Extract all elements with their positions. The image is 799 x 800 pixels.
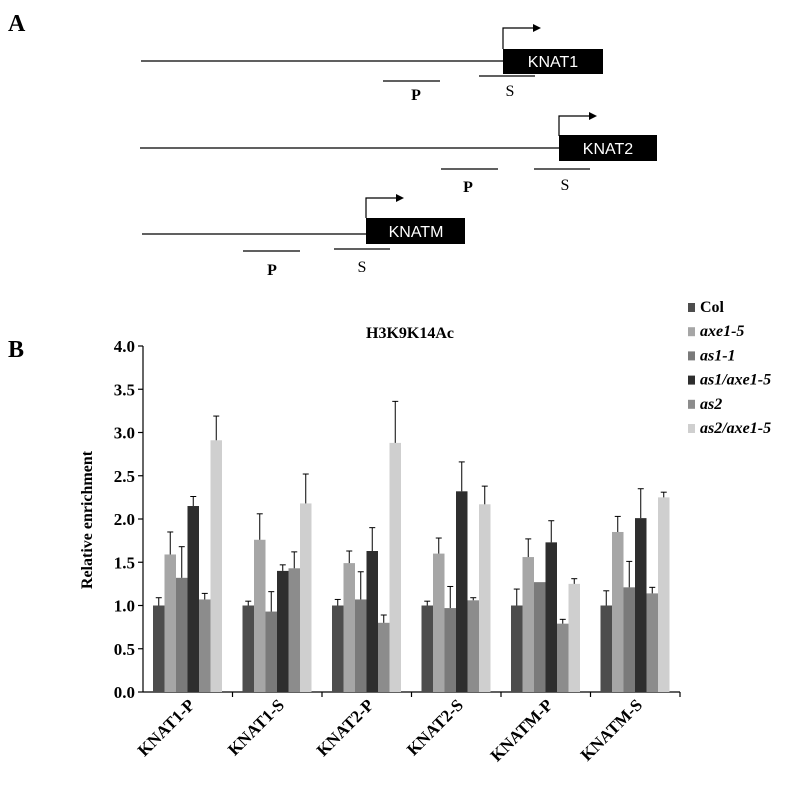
legend-swatch — [688, 424, 695, 433]
bar — [522, 557, 534, 692]
gene-diagram-knat2: KNAT2 P S — [140, 112, 657, 196]
y-tick-label: 1.0 — [114, 597, 135, 616]
bar — [378, 622, 390, 692]
bar — [164, 554, 176, 692]
legend-label: axe1-5 — [700, 323, 744, 340]
bar — [265, 611, 277, 692]
bar — [433, 553, 445, 692]
bar — [511, 605, 523, 692]
bar — [254, 539, 266, 692]
bar — [277, 570, 289, 692]
bar — [557, 623, 569, 692]
y-tick-label: 0.5 — [114, 640, 135, 659]
legend-label: as2/axe1-5 — [700, 420, 771, 437]
y-tick-label: 2.5 — [114, 467, 135, 486]
gene-diagram-knat1: KNAT1 P S — [141, 24, 603, 104]
bar — [646, 593, 658, 692]
x-tick-label: KNATM-S — [577, 695, 646, 764]
y-tick-label: 4.0 — [114, 337, 135, 356]
legend-label: as2 — [700, 396, 722, 413]
legend-swatch — [688, 303, 695, 312]
gene-box — [503, 49, 603, 74]
y-tick-label: 2.0 — [114, 510, 135, 529]
bar — [545, 542, 557, 692]
y-tick-label: 0.0 — [114, 683, 135, 702]
gene-name: KNAT2 — [583, 141, 633, 158]
bar — [176, 577, 188, 692]
legend-label: as1-1 — [700, 347, 736, 364]
chart-title: H3K9K14Ac — [366, 325, 454, 342]
x-tick-label: KNAT1-P — [134, 695, 199, 760]
bar — [332, 605, 344, 692]
gene-name: KNATM — [389, 224, 444, 241]
tss-arrowhead — [533, 24, 541, 32]
bar — [612, 531, 624, 692]
bar — [568, 583, 580, 692]
bar — [534, 582, 546, 692]
gene-box — [366, 218, 465, 244]
legend-label: Col — [700, 299, 725, 316]
x-tick-label: KNAT1-S — [224, 695, 288, 759]
y-tick-label: 1.5 — [114, 553, 135, 572]
bar — [456, 491, 468, 692]
bar-chart: 0.0 0.5 1.0 1.5 2.0 2.5 3.0 3.5 4.0 KNAT1-P KNAT1-… — [114, 337, 681, 765]
bar — [658, 497, 670, 692]
legend-swatch — [688, 327, 695, 337]
legend-label: as1/axe1-5 — [700, 372, 771, 389]
y-tick-label: 3.0 — [114, 424, 135, 443]
primer-s-label: S — [506, 83, 515, 100]
legend-swatch — [688, 375, 695, 385]
x-tick-label: KNAT2-S — [403, 695, 467, 759]
gene-name: KNAT1 — [528, 54, 578, 71]
primer-p-label: P — [267, 262, 277, 279]
y-axis-label: Relative enrichment — [79, 450, 96, 589]
bar — [623, 587, 635, 692]
bar — [389, 442, 401, 692]
tss-arrowhead — [589, 112, 597, 120]
x-tick-label: KNATM-P — [487, 695, 557, 765]
bar — [153, 605, 165, 692]
legend-swatch — [688, 399, 695, 409]
bar — [210, 440, 222, 692]
primer-p-label: P — [463, 179, 473, 196]
tss-arrow — [558, 115, 591, 136]
bar — [355, 599, 367, 692]
panel-a-label: A — [8, 11, 26, 37]
primer-p-label: P — [411, 87, 421, 104]
bar — [635, 518, 647, 692]
y-tick-label: 3.5 — [114, 380, 135, 399]
x-tick-label: KNAT2-P — [313, 695, 378, 760]
bar — [288, 568, 300, 692]
legend-swatch — [688, 351, 695, 361]
gene-box — [559, 135, 657, 161]
bar — [444, 608, 456, 692]
panel-b-label: B — [8, 337, 24, 363]
tss-arrow — [502, 27, 535, 49]
bar — [187, 506, 199, 692]
bar — [421, 605, 433, 692]
bar — [300, 503, 312, 692]
gene-diagram-knatm: KNATM P S — [142, 194, 465, 279]
bar — [242, 605, 254, 692]
chart-legend: Col axe1-5 as1-1 as1/axe1-5 as2 as2/axe1-5 — [688, 299, 771, 437]
primer-s-label: S — [561, 177, 570, 194]
bar — [467, 600, 479, 692]
tss-arrow — [365, 197, 398, 218]
bar — [199, 599, 211, 692]
tss-arrowhead — [396, 194, 404, 202]
bar — [366, 551, 378, 692]
bar — [479, 504, 491, 692]
bar — [600, 605, 612, 692]
primer-s-label: S — [358, 259, 367, 276]
bar — [343, 563, 355, 692]
